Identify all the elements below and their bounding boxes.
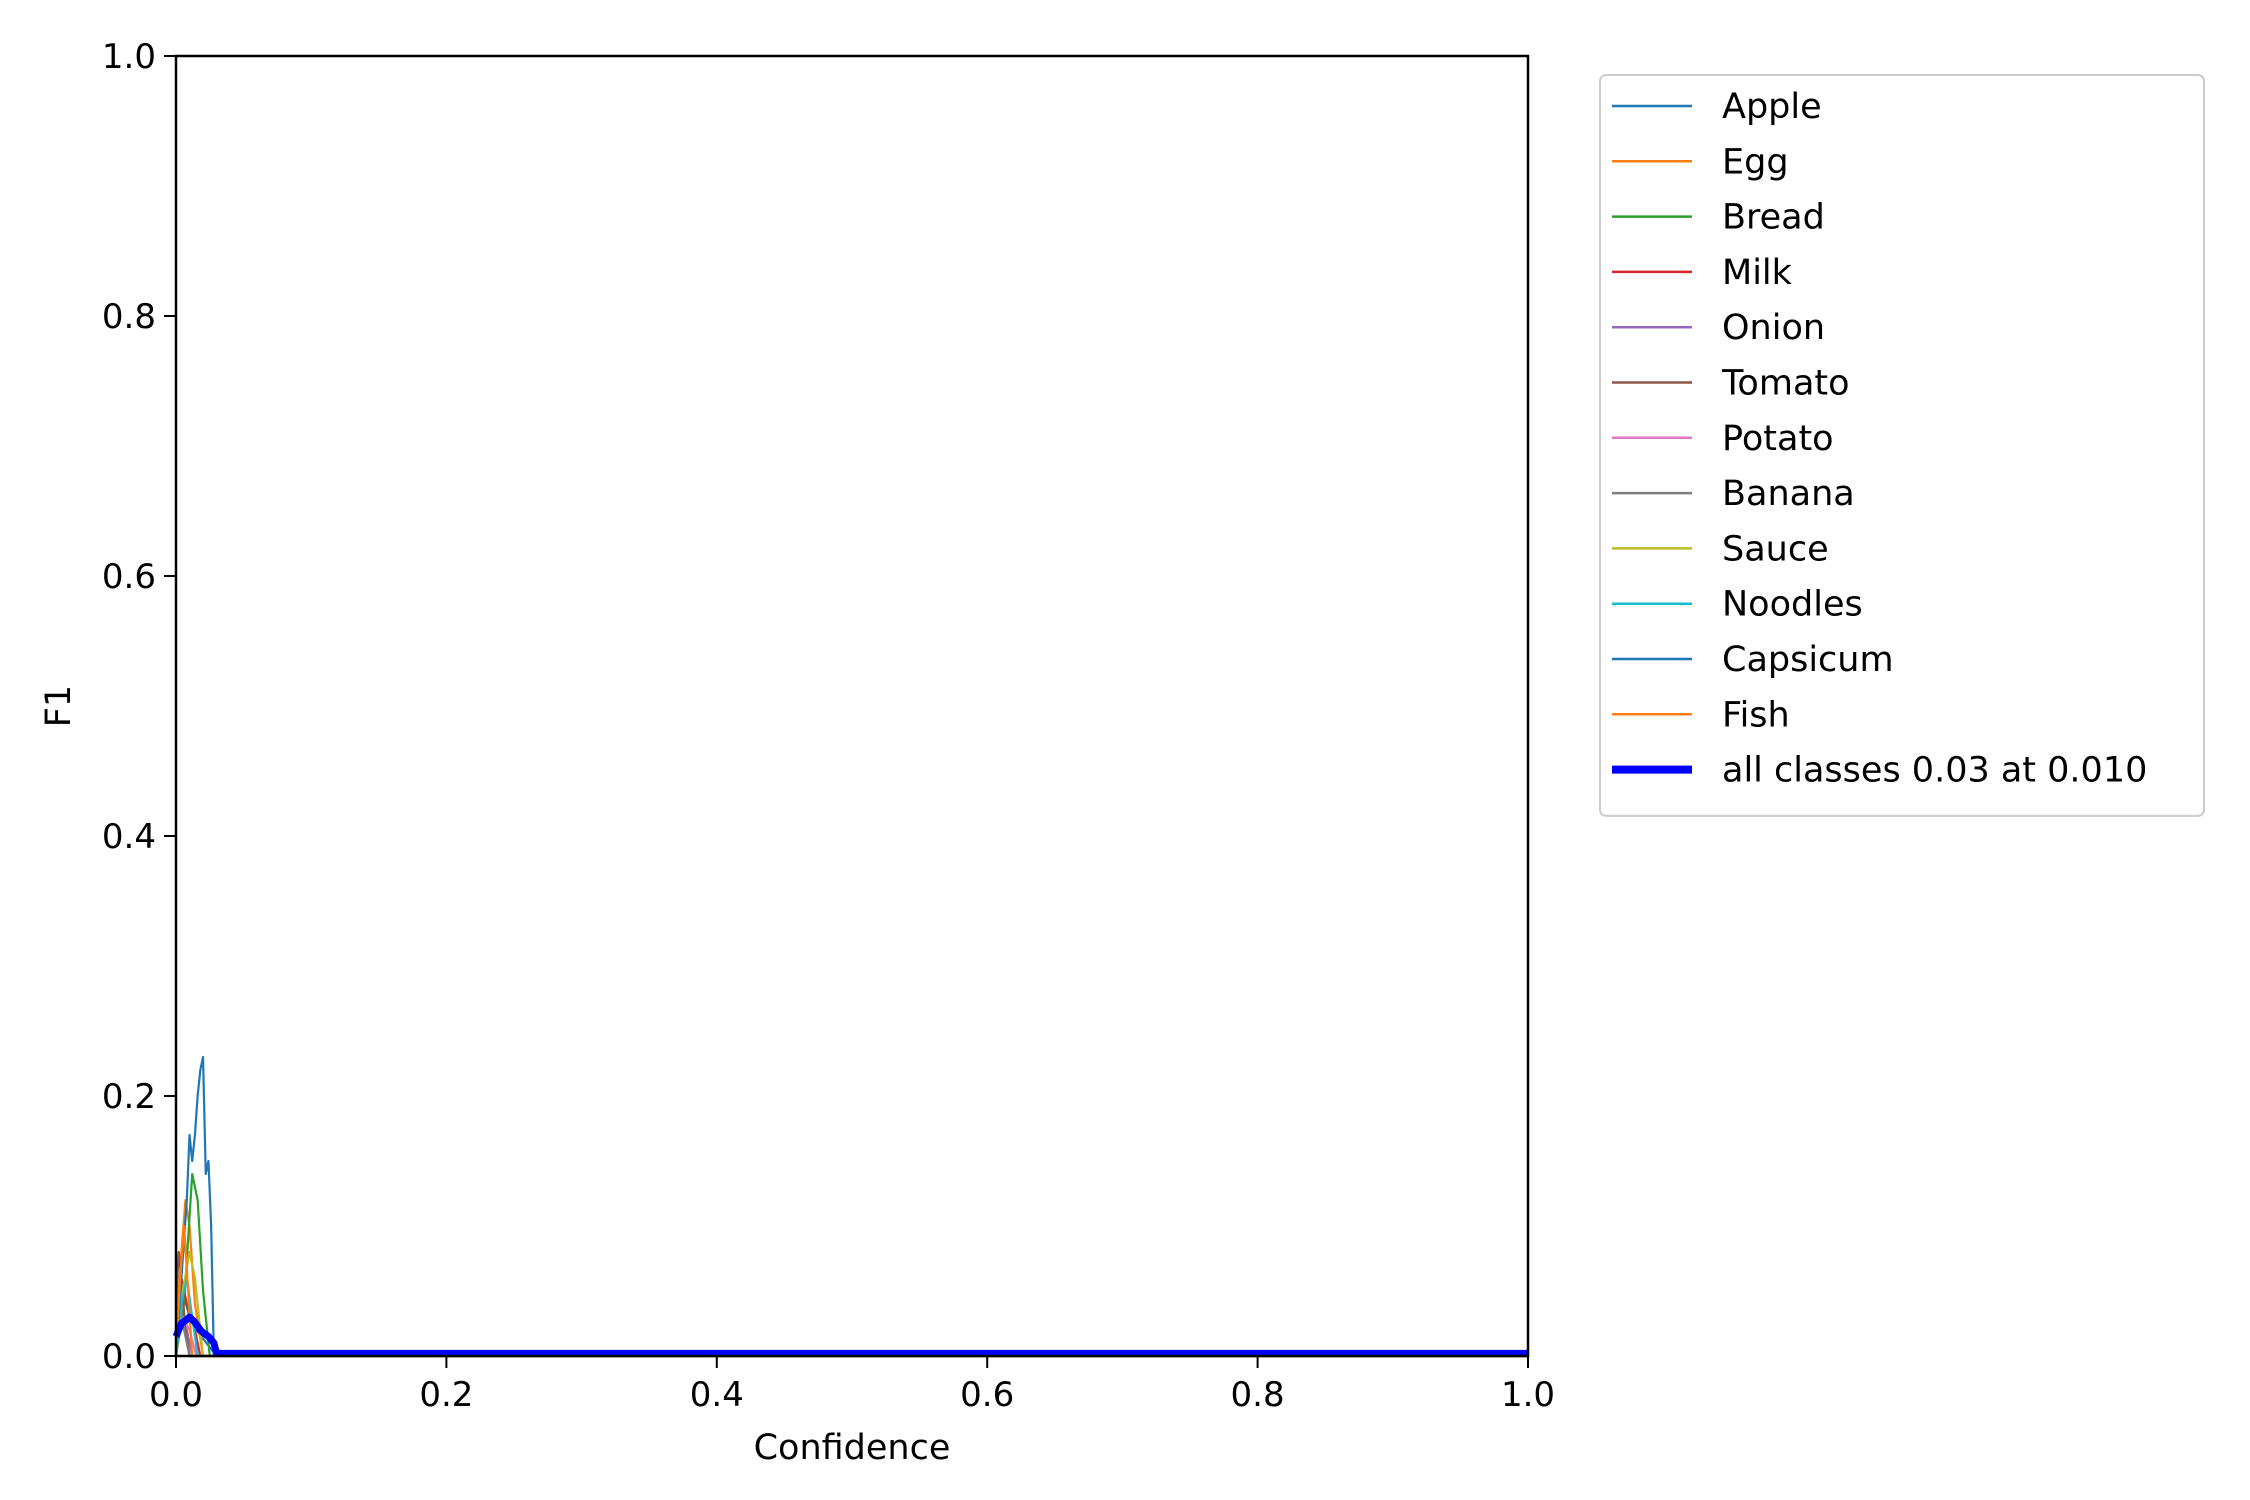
series-line-milk [174,1276,1528,1358]
legend-label: Sauce [1722,529,1829,569]
x-tick-label: 0.6 [960,1375,1014,1415]
series-line-bread [174,1172,1528,1358]
x-tick-label: 0.0 [149,1375,203,1415]
legend-label: Tomato [1721,364,1850,404]
legend-label: Potato [1722,419,1834,459]
x-axis-label: Confidence [754,1428,951,1468]
y-axis-label: F1 [39,685,79,727]
x-axis: 0.0 0.2 0.4 0.6 0.8 1.0 [149,1356,1555,1415]
y-tick-label: 0.2 [102,1077,156,1117]
series-line-egg [174,1198,1528,1358]
legend-label: Noodles [1722,585,1863,625]
legend-label: Egg [1722,142,1789,182]
legend-label: Fish [1722,695,1790,735]
y-tick-label: 0.8 [102,297,156,337]
series-line-noodles [174,1276,1528,1358]
x-tick-label: 0.4 [690,1375,744,1415]
legend-label: all classes 0.03 at 0.010 [1722,751,2147,791]
series-line-apple [174,1289,1528,1358]
legend-label: Banana [1722,474,1855,514]
series-line-banana [174,1302,1528,1358]
x-tick-label: 1.0 [1501,1375,1555,1415]
series-line-capsicum [174,1055,1528,1358]
y-tick-label: 0.0 [102,1337,156,1377]
y-tick-label: 1.0 [102,37,156,77]
plot-area-frame [174,54,1530,1358]
y-axis: 0.0 0.2 0.4 0.6 0.8 1.0 [102,37,176,1377]
series-line-tomato [174,1250,1528,1358]
legend: Apple Egg Bread Milk Onion Tomato Potato Banana… [1599,74,2205,817]
legend-label: Apple [1722,87,1822,127]
series-line-sauce [174,1250,1528,1358]
y-tick-label: 0.4 [102,817,156,857]
legend-box [1599,74,2205,817]
series-line-all-classes-0-03-at-0-010 [172,1313,1528,1357]
legend-label: Onion [1722,308,1825,348]
y-tick-label: 0.6 [102,557,156,597]
x-tick-label: 0.8 [1231,1375,1285,1415]
legend-label: Bread [1722,198,1825,238]
plot-lines [172,1055,1528,1358]
series-line-fish [174,1224,1528,1358]
legend-label: Capsicum [1722,640,1894,680]
x-tick-label: 0.2 [419,1375,473,1415]
legend-label: Milk [1722,253,1793,293]
